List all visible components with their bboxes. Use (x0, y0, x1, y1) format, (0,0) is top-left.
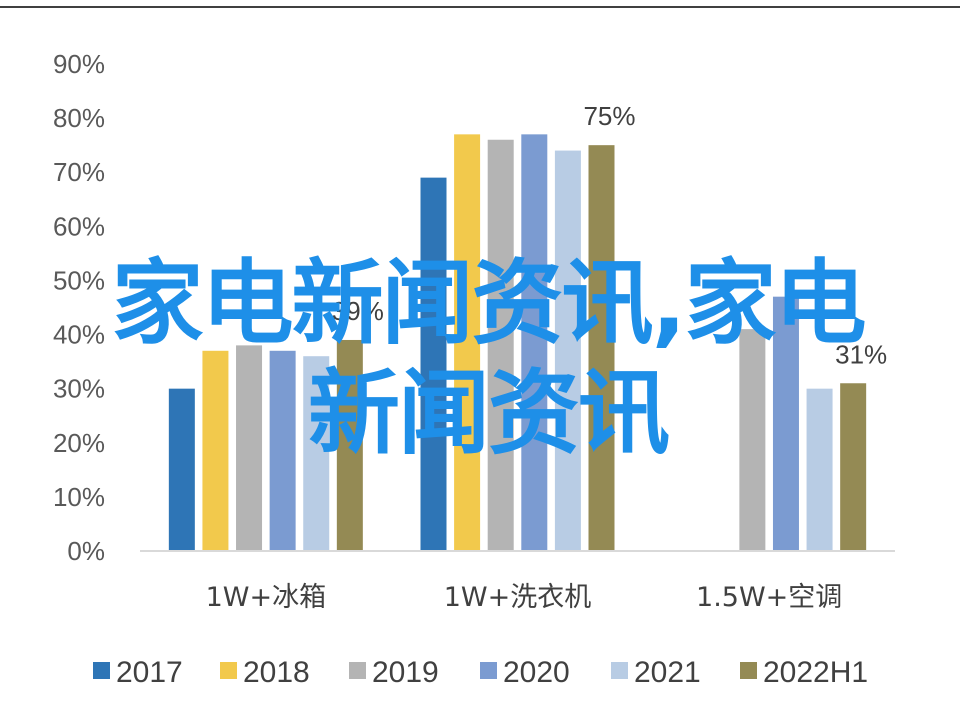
y-tick-label: 80% (53, 103, 105, 133)
bar-2019 (236, 345, 263, 551)
bar-2017 (420, 177, 447, 551)
y-tick-label: 50% (53, 265, 105, 295)
y-tick-label: 30% (53, 374, 105, 404)
bar-2019 (739, 329, 766, 551)
legend-swatch (93, 662, 110, 679)
bar-2017 (168, 388, 195, 551)
bar-2021 (554, 150, 581, 552)
data-label: 39% (332, 296, 384, 326)
bar-2019 (487, 139, 514, 551)
bar-2022H1 (840, 383, 867, 551)
legend-label: 2020 (503, 656, 570, 689)
y-tick-label: 70% (53, 157, 105, 187)
y-tick-label: 10% (53, 482, 105, 512)
bar-2020 (521, 134, 548, 551)
y-tick-label: 40% (53, 320, 105, 350)
legend-swatch (349, 662, 366, 679)
legend-label: 2017 (116, 656, 183, 689)
x-category-label: 1W+冰箱 (206, 582, 327, 613)
watermark-line-2: 新闻资讯 (307, 360, 670, 467)
y-tick-label: 0% (67, 536, 105, 566)
legend: 2017 2018 2019 2020 2021 2022H1 (93, 656, 868, 689)
bar-2021 (303, 356, 330, 551)
bar-2022H1 (336, 339, 363, 551)
legend-swatch (611, 662, 628, 679)
legend-swatch (480, 662, 497, 679)
bar-2020 (772, 296, 799, 551)
legend-label: 2018 (243, 656, 310, 689)
y-tick-label: 60% (53, 211, 105, 241)
bar-2020 (269, 350, 296, 551)
bar-2021 (806, 388, 833, 551)
legend-label: 2022H1 (763, 656, 868, 689)
x-axis-categories: 1W+冰箱 1W+洗衣机 1.5W+空调 (206, 582, 843, 613)
legend-label: 2021 (634, 656, 701, 689)
legend-swatch (220, 662, 237, 679)
bar-2018 (454, 134, 481, 551)
legend-swatch (740, 662, 757, 679)
bar-2018 (202, 350, 229, 551)
x-category-label: 1W+洗衣机 (444, 582, 592, 613)
legend-label: 2019 (372, 656, 439, 689)
data-label: 31% (835, 339, 887, 369)
bar-2022H1 (588, 145, 615, 551)
data-label: 75% (583, 101, 635, 131)
y-axis-ticks: 0% 10% 20% 30% 40% 50% 60% 70% 80% 90% (53, 49, 105, 566)
watermark-line-1: 家电新闻资讯,家电 (111, 250, 867, 357)
bars (168, 134, 867, 552)
x-category-label: 1.5W+空调 (696, 582, 842, 613)
data-labels: 39% 75% 31% (332, 101, 887, 369)
y-tick-label: 20% (53, 428, 105, 458)
y-tick-label: 90% (53, 49, 105, 79)
